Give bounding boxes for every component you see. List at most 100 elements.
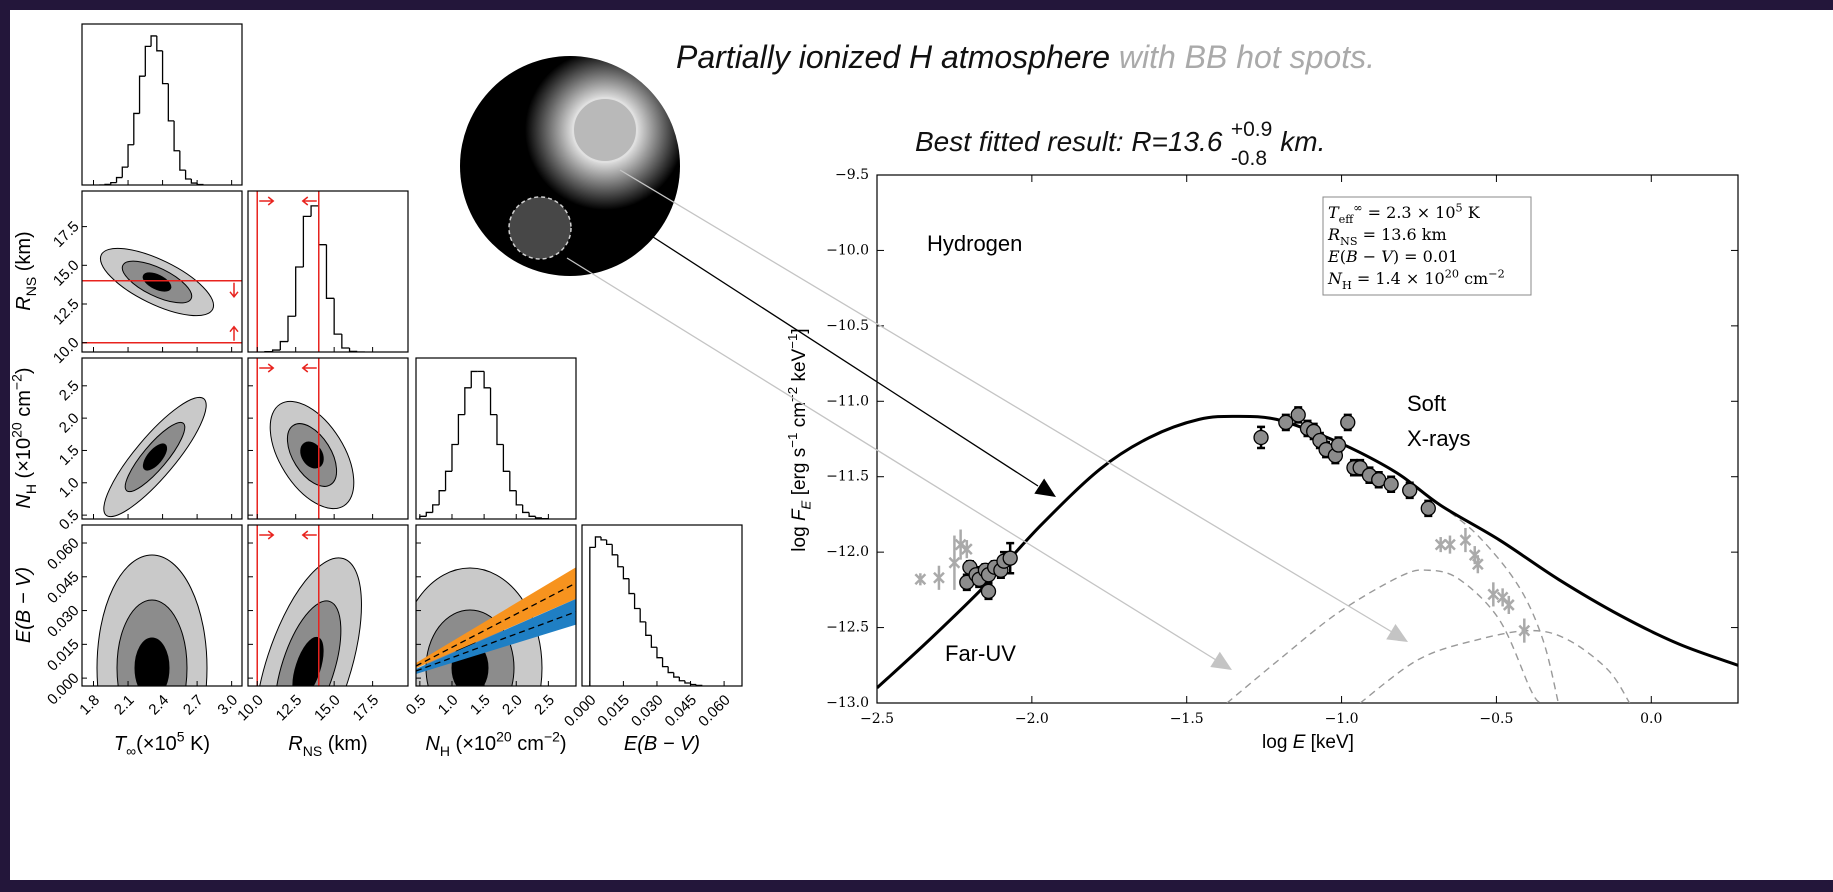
histogram-bin [502,444,510,472]
contour [134,637,170,686]
arrow-line [566,257,1217,661]
text-part: H [23,484,39,494]
y-axis-label: RNS (km) [13,231,39,310]
y-tick-label: −13.0 [826,695,869,711]
histogram-bin [179,150,186,171]
panel-frame [81,23,243,186]
text-part: E [1327,247,1340,266]
histogram-bin [489,387,497,416]
limit-arrow [229,282,239,298]
histogram-bin [438,490,446,505]
x-axis-label: NH (×1020 cm−2) [425,729,566,759]
text-part: (×10 [13,438,35,484]
histogram-bin [121,166,129,178]
text-part: (×10 [450,733,496,755]
text-part: −2 [544,729,560,745]
data-point [1402,482,1418,498]
legend-text: NH = 1.4 × 1020 cm−2 [1327,267,1505,292]
text-part: cm [789,402,810,433]
x-axis-label: E(B − V) [624,733,700,755]
excluded-point [1471,558,1484,571]
histogram-bin [483,371,491,389]
histogram-bin [110,181,117,185]
y-tick-label: −12.5 [826,620,869,636]
histogram-bin [611,544,618,556]
text-part: −1 [785,433,800,448]
text-part: R [13,296,35,310]
excluded-point [1487,588,1500,601]
histogram-bin [661,657,669,668]
histogram-bin [457,413,465,445]
x-axis-label: RNS (km) [288,733,367,759]
text-part: 20 [9,422,25,438]
histogram-bin [310,205,319,217]
histogram-bin [515,490,523,506]
y-axis-label: NH (×1020 cm−2) [9,367,39,508]
x-tick-label: −1.5 [1170,711,1204,727]
result-unit: km. [1280,126,1325,157]
text-part: = 13.6 km [1358,225,1447,244]
histogram-bin [600,536,607,541]
plot-area [877,406,1738,703]
text-part: (×10 [136,733,177,755]
histogram-bin [161,50,169,85]
text-part: F [789,508,810,521]
histogram-bin [451,443,459,472]
text-part: N [13,494,35,509]
arrow-head [1210,651,1232,670]
histogram-bin [605,539,613,546]
corner-panel [589,536,703,686]
text-part: − [1358,247,1382,266]
corner-panel [256,191,365,352]
excluded-point [1444,538,1456,551]
data-point [1290,407,1306,423]
text-part: H [440,743,450,759]
component-curve [1359,629,1631,703]
data-point [1330,437,1347,453]
slide-title: Partially ionized H atmosphere with BB h… [676,39,1375,75]
text-part: E(B − V) [624,733,700,755]
histogram-bin [464,387,472,415]
histogram-bin [667,666,674,674]
y-tick-label: −10.5 [826,318,869,334]
x-tick-label: −1.0 [1325,711,1359,727]
histogram-bin [589,546,596,686]
annotation: Far-UV [945,641,1016,666]
histogram-bin [144,45,152,77]
text-part: 5 [1456,201,1463,214]
corner-panel [419,370,550,519]
histogram-bin [678,677,685,682]
text-part: E [1293,732,1306,753]
text-part: ) [13,367,35,374]
histogram-bin [184,170,192,180]
histogram-bin [425,511,433,517]
text-part: N [1327,269,1343,288]
text-part: T [114,733,128,755]
data-point [1340,414,1356,431]
corner-panel [256,358,355,519]
panel-frame [415,524,577,687]
histogram-bin [150,35,157,47]
hot-spot [508,196,572,260]
histogram-bin [622,566,629,580]
text-part: = 1.4 × 10 [1352,269,1445,288]
text-part: ) = 0.01 [1393,247,1458,266]
x-tick-label: −2.0 [1015,711,1049,727]
text-part: log [1262,732,1293,753]
histogram-bin [673,672,680,678]
histogram-bin [650,635,657,648]
text-part: −1 [785,334,800,349]
text-part: NS [23,277,39,296]
text-part: −2 [785,387,800,402]
model-line [416,582,576,667]
model-band [416,598,576,674]
title-main: Partially ionized H atmosphere [676,39,1110,75]
text-part: eff [1339,213,1355,226]
panel-frame [247,357,409,520]
x-tick-label: −2.5 [860,711,894,727]
panel-frame [247,190,409,353]
text-part: −2 [9,374,25,390]
spectrum-plot: −2.5 −2.0 −1.5 −1.0 −0.5 0.0 −9.5 −10.0 −10.5 −11… [785,167,1739,753]
data-point [1420,500,1436,517]
